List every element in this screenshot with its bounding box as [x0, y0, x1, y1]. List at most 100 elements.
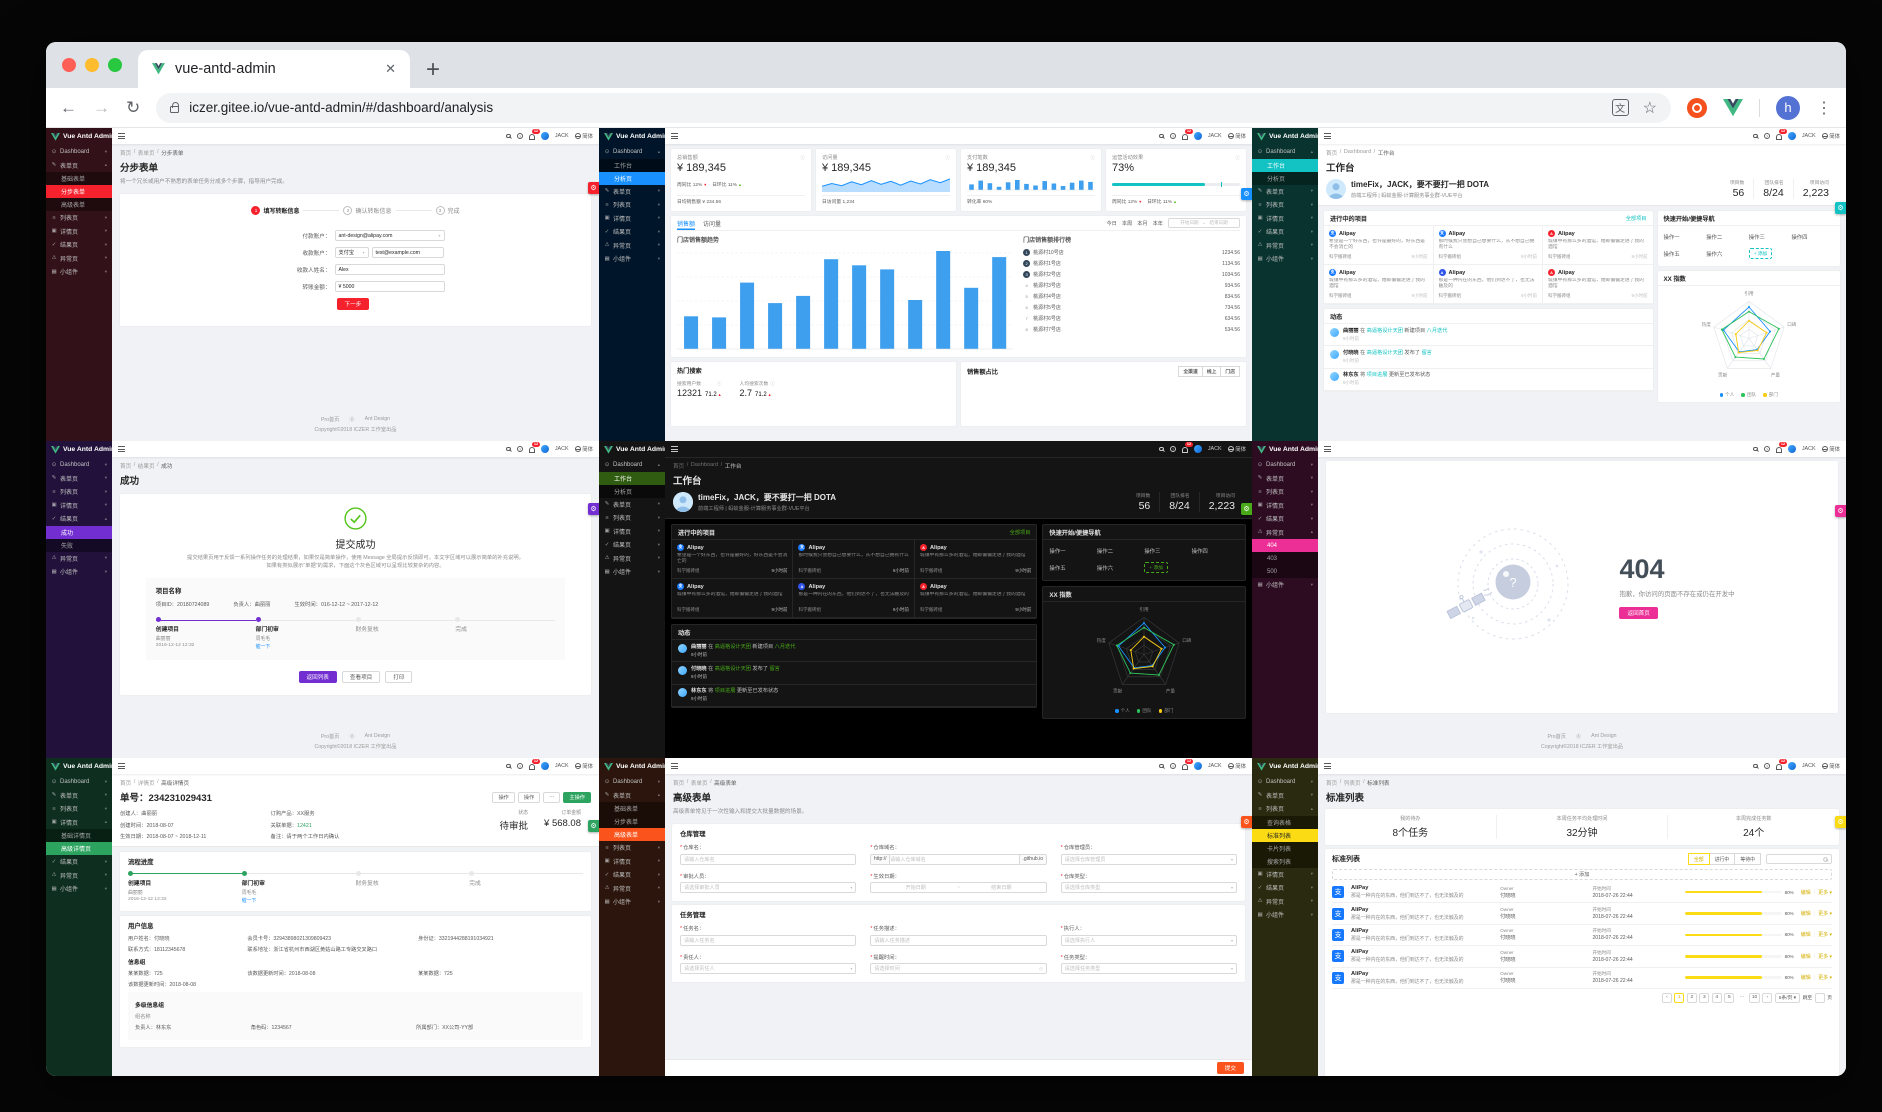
- sidebar-item-表单页[interactable]: ✎ 表单页 ▾: [46, 472, 112, 486]
- text-input[interactable]: 请输入任务描述: [870, 934, 1047, 946]
- breadcrumb-item[interactable]: 首页: [120, 781, 132, 787]
- jump-page-input[interactable]: [1814, 992, 1825, 1003]
- tab-close-icon[interactable]: ✕: [385, 61, 396, 76]
- primary-action-button[interactable]: 主操作: [563, 791, 591, 803]
- language-switch[interactable]: 简体: [1821, 132, 1840, 140]
- sidebar-item-异常页[interactable]: ⚠ 异常页 ▾: [599, 239, 665, 253]
- quicknav-op-操作六[interactable]: 操作六: [1706, 251, 1723, 258]
- project-group-link[interactable]: 科学搬砖组: [677, 568, 700, 573]
- next-step-button[interactable]: 下一步: [336, 298, 370, 310]
- menu-fold-icon[interactable]: [118, 763, 125, 769]
- task-name[interactable]: AliPay: [1351, 970, 1369, 977]
- address-bar[interactable]: iczer.gitee.io/vue-antd-admin/#/dashboar…: [156, 92, 1671, 123]
- more-link[interactable]: 更多 ▾: [1818, 911, 1832, 918]
- sidebar-item-列表页[interactable]: ≡ 列表页 ▾: [1252, 485, 1318, 499]
- add-button[interactable]: + 添加: [1332, 869, 1832, 880]
- sidebar-subitem-分析页[interactable]: 分析页: [599, 171, 665, 185]
- language-switch[interactable]: 简体: [574, 132, 593, 140]
- footer-link-antd[interactable]: Ant Design: [364, 416, 391, 422]
- quicknav-op-操作六[interactable]: 操作六: [1096, 565, 1113, 572]
- sidebar-item-异常页[interactable]: ⚠ 异常页 ▾: [46, 869, 112, 883]
- task-name[interactable]: AliPay: [1351, 906, 1369, 913]
- owner-name[interactable]: 付晓晓: [1500, 956, 1516, 963]
- task-name[interactable]: AliPay: [1351, 927, 1369, 934]
- back-button[interactable]: ←: [60, 97, 77, 117]
- menu-fold-icon[interactable]: [671, 446, 678, 452]
- project-card[interactable]: A Alipay 那是一种内在的东西，他们到达不了，也无法触及的 科学搬砖组 9小时前: [793, 579, 915, 618]
- select-input[interactable]: 请选择执行人 ▾: [1060, 934, 1237, 946]
- language-switch[interactable]: 简体: [1227, 132, 1246, 140]
- extension-icon-orange[interactable]: [1687, 97, 1707, 118]
- notification-bell-icon[interactable]: 12: [1775, 759, 1787, 770]
- legend-item-部门[interactable]: 部门: [1763, 392, 1778, 398]
- sidebar-subitem-失败[interactable]: 失败: [46, 538, 112, 552]
- sidebar-item-Dashboard[interactable]: ⊙ Dashboard ▴: [599, 145, 665, 159]
- page-button-10[interactable]: 10: [1749, 992, 1760, 1003]
- activity-group-link[interactable]: 项目进展: [714, 688, 737, 695]
- quicknav-op-操作五[interactable]: 操作五: [1663, 251, 1680, 258]
- text-input[interactable]: 请输入任务名: [680, 934, 857, 946]
- quicknav-op-操作四[interactable]: 操作四: [1791, 235, 1808, 241]
- notification-bell-icon[interactable]: 12: [1181, 129, 1193, 140]
- menu-fold-icon[interactable]: [671, 763, 678, 769]
- breadcrumb-item[interactable]: Dashboard: [690, 462, 719, 468]
- sidebar-item-表单页[interactable]: ✎ 表单页 ▾: [1252, 789, 1318, 803]
- project-card[interactable]: A Alipay 城镇中有那么多的酒馆，她却偏偏走进了我的酒馆 科学搬砖组 9小时前: [1543, 226, 1653, 265]
- quicknav-op-操作一[interactable]: 操作一: [1663, 235, 1680, 241]
- sidebar-subitem-高级详情页[interactable]: 高级详情页: [46, 842, 112, 855]
- step-link[interactable]: 催一下: [255, 645, 271, 651]
- sidebar-subitem-分步表单[interactable]: 分步表单: [599, 815, 665, 828]
- sidebar-item-小组件[interactable]: ▦ 小组件 ▾: [599, 895, 665, 909]
- settings-gear-button[interactable]: ⚙: [1835, 202, 1846, 214]
- sidebar-item-小组件[interactable]: ▦ 小组件 ▾: [46, 882, 112, 896]
- settings-gear-button[interactable]: ⚙: [1241, 816, 1252, 828]
- field-input[interactable]: ¥ 5000: [334, 281, 445, 292]
- filter-等待中[interactable]: 等待中: [1734, 853, 1761, 865]
- sidebar-item-异常页[interactable]: ⚠ 异常页 ▴: [1252, 526, 1318, 540]
- more-link[interactable]: 更多 ▾: [1818, 953, 1832, 960]
- list-search-input[interactable]: [1766, 853, 1832, 865]
- settings-gear-button[interactable]: ⚙: [588, 503, 599, 515]
- search-icon[interactable]: [1159, 763, 1164, 769]
- action-button[interactable]: 操作: [517, 791, 541, 803]
- payment-account-select[interactable]: ant-design@alipay.com ▾: [334, 230, 445, 241]
- more-link[interactable]: 更多 ▾: [1818, 932, 1832, 939]
- more-link[interactable]: 更多 ▾: [1818, 889, 1832, 896]
- help-icon[interactable]: ?: [1169, 132, 1177, 140]
- all-projects-link[interactable]: 全部项目: [1009, 529, 1031, 536]
- sidebar-item-结果页[interactable]: ✓ 结果页 ▾: [599, 538, 665, 552]
- sidebar-item-列表页[interactable]: ≡ 列表页 ▾: [46, 485, 112, 499]
- page-button-2[interactable]: 2: [1686, 992, 1697, 1003]
- filter-全部[interactable]: 全部: [1687, 853, 1710, 865]
- browser-menu-icon[interactable]: ⋮: [1816, 99, 1832, 117]
- account-type-select[interactable]: 支付宝 ▾: [334, 247, 369, 258]
- quicknav-op-操作二[interactable]: 操作二: [1096, 549, 1113, 555]
- sidebar-item-Dashboard[interactable]: ⊙ Dashboard ▾: [46, 145, 112, 159]
- menu-fold-icon[interactable]: [671, 133, 678, 139]
- breadcrumb-item[interactable]: 首页: [673, 781, 685, 787]
- owner-name[interactable]: 付晓晓: [1500, 914, 1516, 921]
- sidebar-item-列表页[interactable]: ≡ 列表页 ▾: [599, 841, 665, 855]
- all-projects-link[interactable]: 全部项目: [1625, 215, 1647, 222]
- edit-link[interactable]: 编辑: [1800, 953, 1811, 960]
- window-zoom-button[interactable]: [108, 58, 122, 72]
- settings-gear-button[interactable]: ⚙: [588, 182, 599, 194]
- user-avatar[interactable]: [1193, 762, 1202, 770]
- date-range-input[interactable]: 开始日期 ~ 结束日期: [870, 882, 1047, 893]
- settings-gear-button[interactable]: ⚙: [1241, 188, 1252, 200]
- sidebar-subitem-工作台[interactable]: 工作台: [599, 158, 665, 172]
- breadcrumb-item[interactable]: 首页: [120, 464, 132, 470]
- notification-bell-icon[interactable]: 12: [1775, 129, 1787, 140]
- sidebar-item-列表页[interactable]: ≡ 列表页 ▾: [46, 802, 112, 816]
- activity-target-link[interactable]: 留言: [1421, 349, 1432, 356]
- sidebar-item-Dashboard[interactable]: ⊙ Dashboard ▴: [1252, 145, 1318, 159]
- user-avatar[interactable]: [1787, 762, 1796, 770]
- next-page-button[interactable]: ›: [1762, 992, 1773, 1003]
- sidebar-item-小组件[interactable]: ▦ 小组件 ▾: [599, 565, 665, 579]
- field-input[interactable]: Alex: [334, 264, 445, 275]
- quicknav-op-操作四[interactable]: 操作四: [1191, 549, 1208, 555]
- result-button[interactable]: 查看项目: [341, 671, 381, 684]
- sidebar-subitem-查询表格[interactable]: 查询表格: [1252, 815, 1318, 829]
- sidebar-item-结果页[interactable]: ✓ 结果页 ▾: [1252, 512, 1318, 526]
- quicknav-op-操作二[interactable]: 操作二: [1706, 235, 1723, 241]
